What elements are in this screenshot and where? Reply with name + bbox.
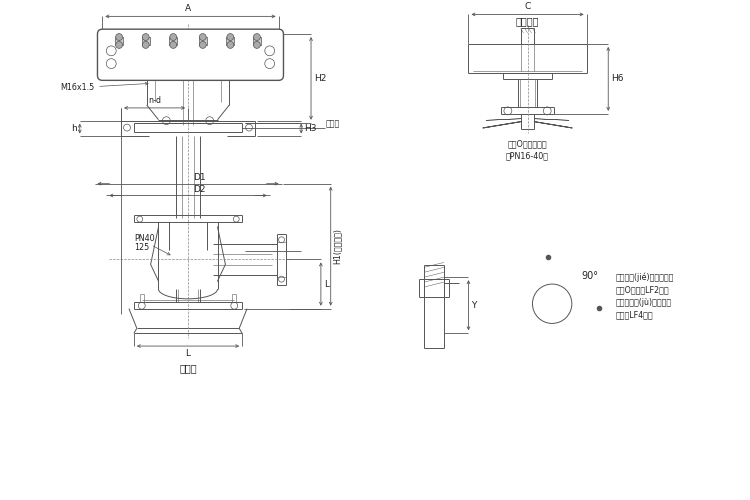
Text: H3: H3 — [304, 124, 316, 133]
Circle shape — [116, 42, 122, 48]
Text: Y: Y — [472, 300, 477, 310]
Bar — [142, 37, 150, 45]
Circle shape — [227, 42, 234, 48]
Circle shape — [142, 34, 149, 40]
Text: H1(保溫長度): H1(保溫長度) — [333, 228, 342, 264]
Text: C: C — [524, 2, 531, 12]
Text: n-d: n-d — [148, 96, 161, 105]
Text: 低溫調節(jié)閥法蘭采用: 低溫調節(jié)閥法蘭采用 — [616, 272, 674, 282]
Circle shape — [200, 34, 206, 40]
Text: 125: 125 — [134, 242, 149, 252]
Text: A: A — [185, 4, 191, 14]
Bar — [226, 37, 234, 45]
Text: 低溫型: 低溫型 — [179, 363, 196, 373]
Text: 金屬O形圈（LF2）密: 金屬O形圈（LF2）密 — [616, 285, 670, 294]
Text: M16x1.5: M16x1.5 — [60, 82, 148, 92]
Circle shape — [254, 42, 260, 48]
Text: 金屬O型圈槽尺寸: 金屬O型圈槽尺寸 — [508, 140, 548, 148]
Text: H6: H6 — [611, 74, 624, 84]
Text: D2: D2 — [193, 184, 206, 194]
Circle shape — [116, 34, 122, 40]
Text: L: L — [185, 349, 190, 358]
Text: 肩圈（LF4）。: 肩圈（LF4）。 — [616, 310, 654, 320]
Text: 連接板: 連接板 — [326, 119, 340, 128]
Text: D1: D1 — [193, 172, 206, 182]
Circle shape — [170, 42, 177, 48]
Circle shape — [200, 42, 206, 48]
Text: h: h — [71, 124, 76, 133]
Text: L: L — [324, 280, 328, 288]
Text: PN40: PN40 — [134, 234, 154, 242]
Text: 90°: 90° — [582, 271, 598, 281]
Bar — [116, 37, 123, 45]
Bar — [170, 37, 177, 45]
FancyBboxPatch shape — [98, 29, 284, 80]
Text: 封，可根據(jù)用戶配鋁: 封，可根據(jù)用戶配鋁 — [616, 298, 672, 307]
Circle shape — [142, 42, 149, 48]
Circle shape — [227, 34, 234, 40]
Bar — [253, 37, 261, 45]
Circle shape — [532, 284, 572, 324]
Circle shape — [170, 34, 177, 40]
Circle shape — [254, 34, 260, 40]
Text: 頂式手輪: 頂式手輪 — [516, 16, 539, 26]
Text: H2: H2 — [314, 74, 326, 83]
Bar — [199, 37, 207, 45]
Text: （PN16-40）: （PN16-40） — [506, 151, 549, 160]
